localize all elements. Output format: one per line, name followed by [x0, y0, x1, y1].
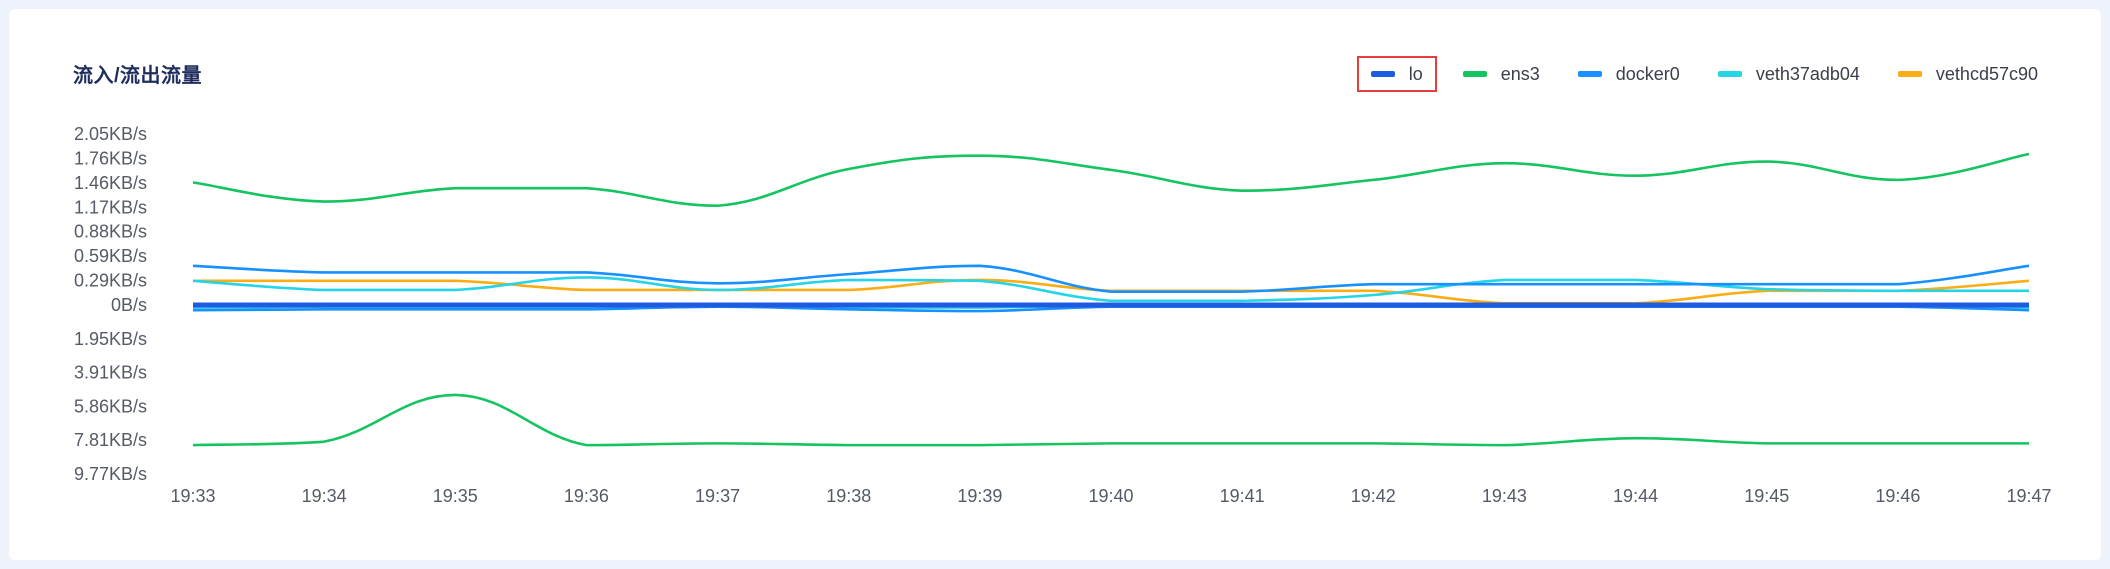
- x-tick-label: 19:36: [564, 486, 609, 506]
- legend-label: ens3: [1500, 63, 1540, 84]
- legend-item-vethcd57c90[interactable]: vethcd57c90: [1888, 58, 2048, 90]
- x-tick-label: 19:38: [826, 486, 871, 506]
- y-tick-label: 7.81KB/s: [74, 430, 147, 450]
- x-tick-label: 19:44: [1613, 486, 1658, 506]
- legend-item-docker0[interactable]: docker0: [1568, 58, 1690, 90]
- x-tick-label: 19:40: [1088, 486, 1133, 506]
- y-tick-label: 0.29KB/s: [74, 271, 147, 291]
- legend-item-lo[interactable]: lo: [1356, 56, 1437, 92]
- legend-swatch: [1717, 71, 1742, 77]
- y-tick-label: 2.05KB/s: [74, 124, 147, 144]
- legend-label: lo: [1408, 63, 1423, 84]
- legend-label: vethcd57c90: [1935, 63, 2038, 84]
- x-tick-label: 19:45: [1744, 486, 1789, 506]
- y-tick-label: 9.77KB/s: [74, 464, 147, 484]
- legend-swatch: [1462, 71, 1487, 77]
- series-line-ens3-inbound: [192, 152, 2030, 208]
- legend-label: veth37adb04: [1755, 63, 1860, 84]
- legend-swatch: [1370, 71, 1395, 77]
- x-tick-label: 19:37: [695, 486, 740, 506]
- legend-swatch: [1897, 71, 1922, 77]
- x-tick-label: 19:46: [1875, 486, 1920, 506]
- series-line-docker0-inbound: [192, 264, 2030, 293]
- x-tick-label: 19:39: [957, 486, 1002, 506]
- y-tick-label: 1.95KB/s: [74, 329, 147, 349]
- legend-label: docker0: [1615, 63, 1680, 84]
- y-tick-label: 1.76KB/s: [74, 148, 147, 168]
- legend-item-ens3[interactable]: ens3: [1453, 58, 1550, 90]
- y-tick-label: 0B/s: [111, 295, 147, 315]
- y-tick-label: 0.88KB/s: [74, 222, 147, 242]
- series-line-veth37adb04-inbound: [192, 276, 2029, 303]
- x-tick-label: 19:33: [170, 486, 215, 506]
- x-tick-label: 19:34: [302, 486, 347, 506]
- y-tick-label: 1.46KB/s: [74, 173, 147, 193]
- chart-title: 流入/流出流量: [73, 65, 203, 87]
- series-line-ens3-outbound: [192, 393, 2029, 447]
- y-tick-label: 1.17KB/s: [74, 197, 147, 217]
- y-tick-label: 3.91KB/s: [74, 363, 147, 383]
- y-tick-label: 0.59KB/s: [74, 246, 147, 266]
- x-tick-label: 19:35: [433, 486, 478, 506]
- x-tick-label: 19:42: [1351, 486, 1396, 506]
- legend-item-veth37adb04[interactable]: veth37adb04: [1708, 58, 1870, 90]
- legend-swatch: [1577, 71, 1602, 77]
- x-tick-label: 19:43: [1482, 486, 1527, 506]
- y-tick-label: 5.86KB/s: [74, 396, 147, 416]
- legend: lo ens3 docker0 veth37adb04 vethcd57c90: [1341, 56, 2048, 92]
- x-tick-label: 19:47: [2006, 486, 2051, 506]
- x-tick-label: 19:41: [1220, 486, 1265, 506]
